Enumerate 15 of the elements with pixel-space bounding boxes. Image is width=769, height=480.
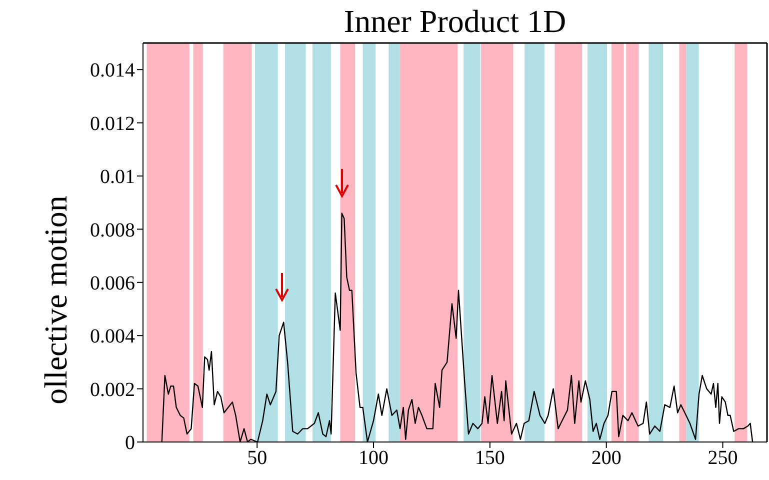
chart-title: Inner Product 1D (342, 2, 568, 40)
y-tick-label: 0.01 (100, 166, 135, 188)
y-tick-label: 0.008 (90, 219, 135, 242)
x-tick-label: 150 (474, 447, 505, 470)
x-tick-label: 250 (708, 447, 738, 470)
x-tick-label: 50 (247, 447, 268, 470)
y-tick-label: 0.014 (90, 60, 135, 82)
y-tick-label: 0.006 (90, 272, 135, 294)
y-tick-label: 0.012 (90, 112, 135, 135)
y-tick-label: 0 (125, 432, 135, 454)
x-tick-label: 200 (591, 447, 622, 470)
y-tick-label: 0.004 (90, 326, 135, 348)
y-axis-title: ollective motion (38, 196, 74, 404)
x-tick-label: 100 (358, 447, 389, 470)
y-tick-label: 0.002 (90, 378, 135, 401)
